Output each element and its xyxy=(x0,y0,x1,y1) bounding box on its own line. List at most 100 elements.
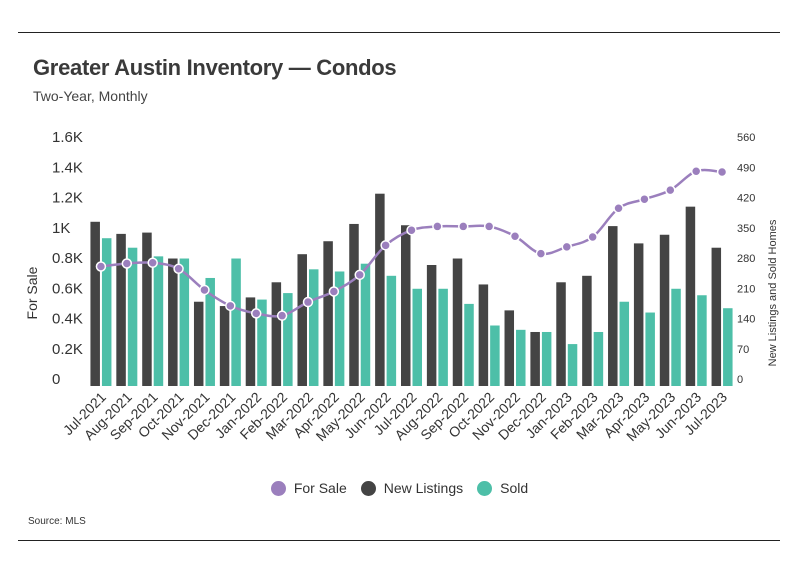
point-for-sale xyxy=(225,300,236,312)
y-axis-title: For Sale xyxy=(24,266,40,319)
y-tick-label: 1.4K xyxy=(52,159,83,176)
y-tick-label: 0.6K xyxy=(52,280,83,297)
point-for-sale xyxy=(483,221,495,232)
point-for-sale xyxy=(639,193,650,205)
bar-new-listings xyxy=(401,225,411,386)
bar-new-listings xyxy=(426,265,437,386)
y2-tick-label: 210 xyxy=(737,283,755,295)
bar-new-listings xyxy=(323,241,333,386)
bar-sold xyxy=(490,325,500,386)
bar-sold xyxy=(619,301,630,386)
bar-sold xyxy=(127,247,138,386)
point-for-sale xyxy=(561,241,573,253)
bar-new-listings xyxy=(193,301,204,386)
bar-new-listings xyxy=(168,258,178,386)
bar-new-listings xyxy=(142,232,152,386)
y-tick-label: 1.6K xyxy=(52,129,83,146)
top-rule xyxy=(18,32,780,33)
point-for-sale xyxy=(250,308,262,319)
y2-tick-label: 420 xyxy=(737,193,755,205)
y-tick-label: 0.8K xyxy=(52,250,83,267)
point-for-sale xyxy=(432,221,443,232)
bar-new-listings xyxy=(582,275,592,386)
point-for-sale xyxy=(328,286,340,297)
point-for-sale xyxy=(458,221,469,232)
bar-sold xyxy=(205,277,215,386)
legend-swatch-for-sale xyxy=(270,480,286,496)
y2-tick-label: 140 xyxy=(737,314,755,326)
y2-tick-label: 70 xyxy=(737,344,749,356)
legend-item-new-listings: New Listings xyxy=(360,480,463,496)
y2-tick-label: 490 xyxy=(737,162,755,174)
y-tick-label: 1.2K xyxy=(52,190,83,207)
chart-title: Greater Austin Inventory — Condos xyxy=(33,55,397,80)
bar-sold xyxy=(412,288,422,386)
point-for-sale xyxy=(380,240,391,251)
point-for-sale xyxy=(613,203,624,214)
bar-new-listings xyxy=(504,310,515,386)
bar-sold xyxy=(101,238,112,386)
bar-new-listings xyxy=(116,233,126,386)
bar-new-listings xyxy=(375,193,385,386)
point-for-sale xyxy=(509,231,521,242)
bar-sold xyxy=(257,299,267,386)
bar-sold xyxy=(308,269,319,386)
point-for-sale xyxy=(276,310,288,321)
bar-new-listings xyxy=(271,282,282,386)
bar-sold xyxy=(567,344,578,386)
point-for-sale xyxy=(147,257,158,268)
y2-tick-label: 560 xyxy=(737,132,755,144)
bar-new-listings xyxy=(452,258,463,386)
y2-tick-label: 0 xyxy=(737,374,743,386)
point-for-sale xyxy=(121,258,133,269)
bar-sold xyxy=(334,271,345,386)
bar-new-listings xyxy=(219,306,230,386)
bar-sold xyxy=(516,329,526,386)
line-for-sale xyxy=(100,168,723,318)
legend-swatch-new-listings xyxy=(360,480,376,496)
bar-sold xyxy=(593,331,604,386)
bar-sold xyxy=(671,288,681,386)
y-tick-label: 0 xyxy=(52,371,60,388)
y-tick-label: 1K xyxy=(52,220,70,237)
bar-sold xyxy=(438,288,448,386)
bar-new-listings xyxy=(297,254,307,386)
point-for-sale xyxy=(716,166,728,178)
legend-label-for-sale: For Sale xyxy=(293,480,347,496)
bottom-rule xyxy=(18,540,780,541)
point-for-sale xyxy=(354,269,365,281)
chart-subtitle: Two-Year, Monthly xyxy=(33,88,148,104)
y2-tick-label: 280 xyxy=(737,253,755,265)
point-for-sale xyxy=(665,184,676,196)
point-for-sale xyxy=(95,261,107,272)
bar-new-listings xyxy=(633,243,644,386)
bar-sold xyxy=(153,256,164,386)
bar-sold xyxy=(179,258,190,386)
point-for-sale xyxy=(690,165,702,177)
legend-item-sold: Sold xyxy=(477,480,528,496)
bar-new-listings xyxy=(556,282,566,386)
point-for-sale xyxy=(587,231,598,243)
y2-axis-title: New Listings and Sold Homes xyxy=(767,219,779,366)
bar-new-listings xyxy=(659,234,670,386)
legend-item-for-sale: For Sale xyxy=(270,480,347,496)
bar-sold xyxy=(723,308,733,386)
y-tick-label: 0.2K xyxy=(52,341,83,358)
point-for-sale xyxy=(302,296,314,308)
bar-sold xyxy=(464,303,474,386)
bar-new-listings xyxy=(711,247,722,386)
y2-tick-label: 350 xyxy=(737,223,755,235)
chart-legend: For Sale New Listings Sold xyxy=(0,480,799,496)
bar-new-listings xyxy=(530,331,540,386)
source-note: Source: MLS xyxy=(28,516,86,527)
bar-sold xyxy=(231,258,241,386)
bar-new-listings xyxy=(608,226,618,386)
bar-new-listings xyxy=(478,284,489,386)
y-tick-label: 0.4K xyxy=(52,311,83,328)
point-for-sale xyxy=(406,224,417,236)
bar-sold xyxy=(283,293,293,386)
bar-new-listings xyxy=(349,223,359,386)
chart-plot: 0 0.2K 0.4K 0.6K 0.8K 1K 1.2K 1.4K 1.6K 0 70 140 210… xyxy=(24,129,779,444)
bar-new-listings xyxy=(245,297,256,386)
bar-sold xyxy=(386,275,397,386)
